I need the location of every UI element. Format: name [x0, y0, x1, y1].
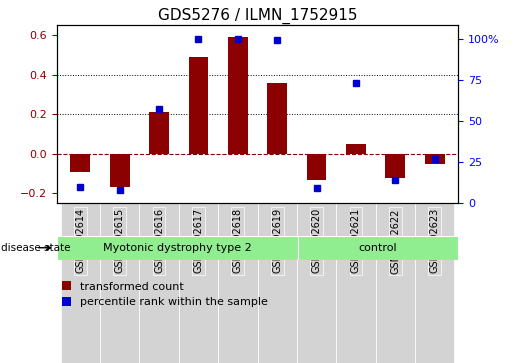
Bar [415, 203, 454, 363]
Bar [61, 203, 100, 363]
Bar [57, 236, 298, 260]
Bar [307, 154, 327, 180]
Bar [386, 154, 405, 178]
Bar [140, 203, 179, 363]
Text: disease state: disease state [1, 243, 71, 253]
Legend: transformed count, percentile rank within the sample: transformed count, percentile rank withi… [62, 281, 268, 307]
Bar [336, 203, 375, 363]
Bar [258, 203, 297, 363]
Bar [267, 83, 287, 154]
Bar [179, 203, 218, 363]
Bar [228, 37, 248, 154]
Title: GDS5276 / ILMN_1752915: GDS5276 / ILMN_1752915 [158, 8, 357, 24]
Text: Myotonic dystrophy type 2: Myotonic dystrophy type 2 [103, 243, 251, 253]
Text: control: control [358, 243, 398, 253]
Bar [110, 154, 129, 187]
Bar [218, 203, 258, 363]
Bar [425, 154, 444, 164]
Bar [100, 203, 140, 363]
Bar [298, 236, 458, 260]
Bar [188, 57, 208, 154]
Bar [375, 203, 415, 363]
Bar [71, 154, 90, 172]
Bar [149, 113, 169, 154]
Bar [346, 144, 366, 154]
Bar [297, 203, 336, 363]
